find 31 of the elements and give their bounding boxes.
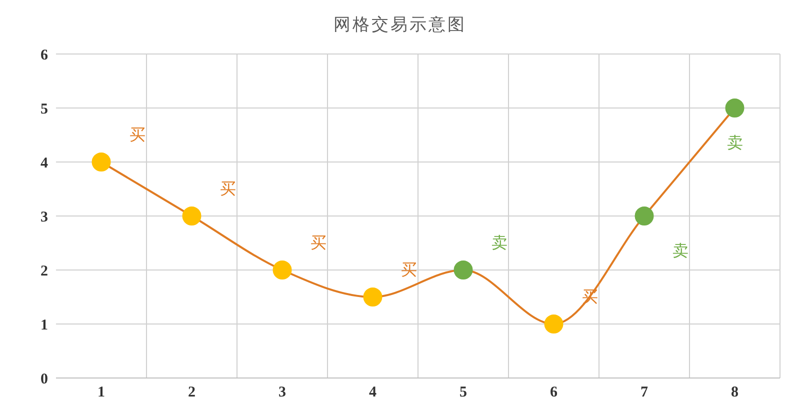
point <box>272 260 292 280</box>
annotation: 卖 <box>491 234 508 252</box>
y-tick-label: 1 <box>40 317 48 334</box>
y-tick-label: 6 <box>40 47 48 64</box>
annotation: 卖 <box>672 242 688 260</box>
x-tick-label: 8 <box>731 384 738 401</box>
annotation: 买 <box>220 181 236 198</box>
point <box>725 98 744 118</box>
x-tick-label: 4 <box>369 384 377 401</box>
annotation: 买 <box>400 262 417 279</box>
point <box>634 206 654 226</box>
point <box>92 152 111 172</box>
point <box>454 260 473 280</box>
annotation: 买 <box>310 235 326 252</box>
point <box>544 314 564 334</box>
x-tick-label: 1 <box>98 384 105 401</box>
y-tick-label: 4 <box>40 155 48 172</box>
chart-title: 网格交易示意图 <box>332 14 468 36</box>
y-tick-label: 3 <box>40 209 48 226</box>
annotation: 买 <box>129 127 146 144</box>
point <box>363 288 382 306</box>
y-tick-label: 0 <box>40 371 48 388</box>
y-tick-label: 2 <box>40 263 48 280</box>
point <box>182 206 202 226</box>
annotation: 卖 <box>726 134 743 152</box>
x-tick-label: 6 <box>550 384 558 401</box>
x-tick-label: 3 <box>278 384 286 401</box>
x-tick-label: 2 <box>188 384 196 401</box>
x-tick-label: 7 <box>640 384 648 401</box>
y-tick-label: 5 <box>40 101 48 118</box>
x-tick-label: 5 <box>460 384 467 401</box>
